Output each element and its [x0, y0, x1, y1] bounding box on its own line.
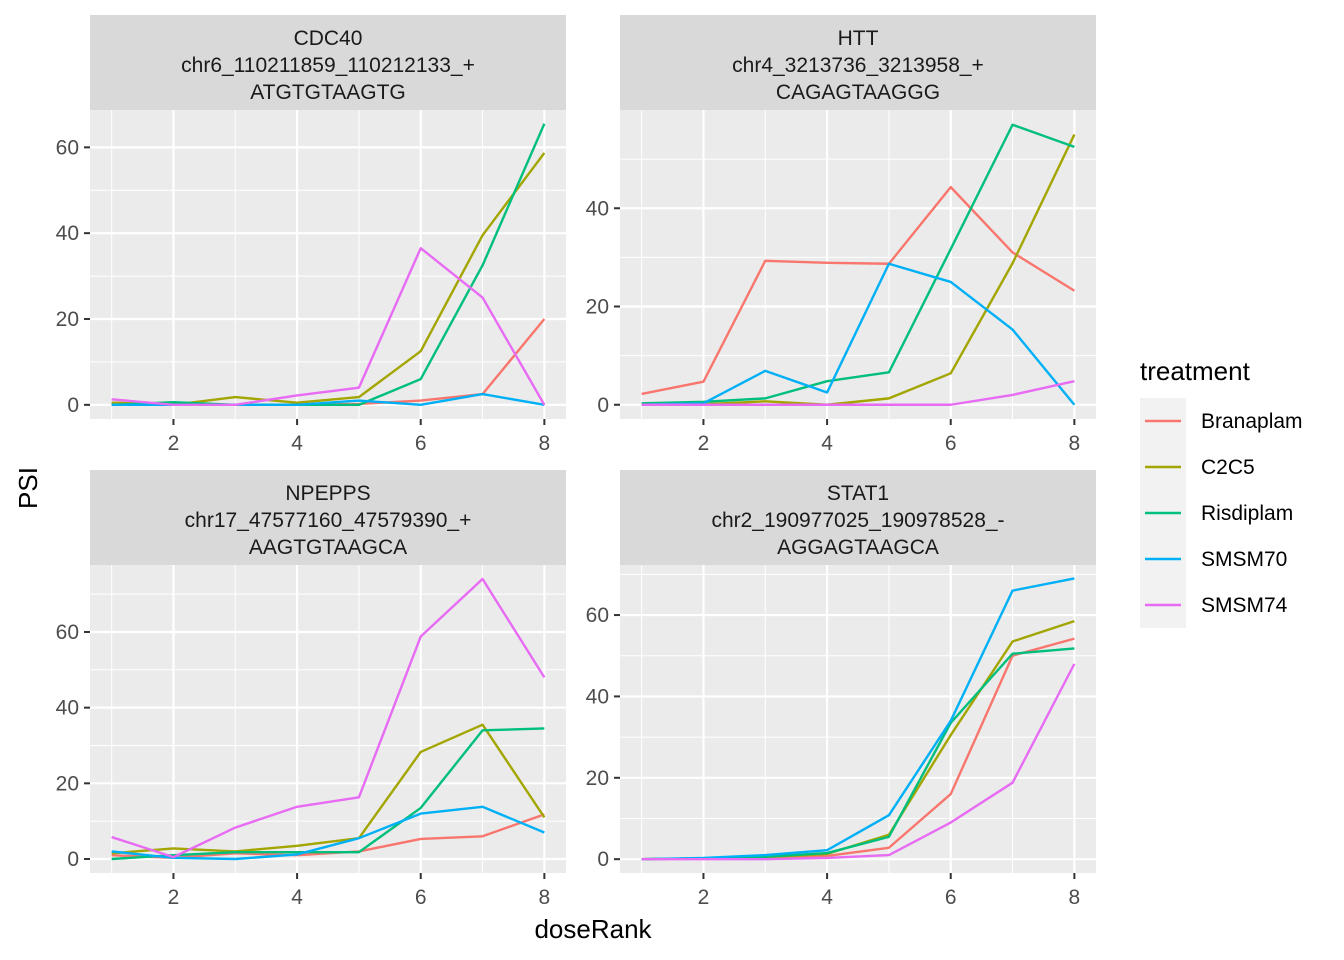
- panel-strip: [90, 470, 566, 565]
- panel-strip-sequence: AGGAGTAAGCA: [777, 536, 939, 559]
- y-tick-label: 60: [56, 136, 79, 159]
- panel-strip-coords: chr4_3213736_3213958_+: [732, 54, 984, 77]
- panel-background: [620, 110, 1096, 419]
- legend-label-c2c5: C2C5: [1201, 456, 1255, 479]
- panel-strip-gene: CDC40: [294, 27, 363, 50]
- panel-strip-gene: STAT1: [827, 482, 889, 505]
- panel-background: [90, 565, 566, 873]
- legend-title: treatment: [1140, 356, 1251, 386]
- y-tick-label: 40: [56, 697, 79, 720]
- panel-strip: [90, 15, 566, 110]
- legend: treatment Branaplam C2C5 Risdiplam SMSM70 SM…: [1140, 356, 1303, 628]
- legend-label-smsm70: SMSM70: [1201, 548, 1287, 571]
- series-line-smsm70: [641, 577, 1075, 861]
- x-tick-label: 4: [821, 886, 833, 909]
- panel-strip: [620, 470, 1096, 565]
- panel: NPEPPS chr17_47577160_47579390_+ AAGTGTAAG…: [56, 470, 566, 909]
- x-tick-label: 6: [415, 432, 427, 455]
- y-tick-label: 60: [56, 621, 79, 644]
- panel-background: [90, 110, 566, 419]
- panel-strip-sequence: CAGAGTAAGGG: [776, 81, 940, 104]
- panel-strip-sequence: AAGTGTAAGCA: [249, 536, 407, 559]
- y-tick-label: 0: [67, 394, 79, 417]
- y-axis-title: PSI: [13, 467, 43, 509]
- legend-label-branaplam: Branaplam: [1201, 410, 1303, 433]
- x-tick-label: 8: [1069, 886, 1081, 909]
- y-tick-label: 60: [586, 604, 609, 627]
- y-tick-label: 20: [56, 308, 79, 331]
- legend-label-risdiplam: Risdiplam: [1201, 502, 1293, 525]
- x-tick-label: 2: [698, 432, 710, 455]
- panel-strip-gene: NPEPPS: [285, 482, 370, 505]
- panel-strip-gene: HTT: [838, 27, 879, 50]
- y-tick-label: 0: [597, 848, 609, 871]
- y-tick-label: 0: [67, 848, 79, 871]
- x-axis-title: doseRank: [534, 914, 652, 944]
- y-tick-label: 40: [586, 197, 609, 220]
- panel: HTT chr4_3213736_3213958_+ CAGAGTAAGGG 2 4 6 8…: [586, 15, 1096, 455]
- series-line-risdiplam: [111, 727, 545, 861]
- series-line-smsm74: [641, 663, 1076, 861]
- y-tick-label: 40: [586, 685, 609, 708]
- x-tick-label: 4: [291, 432, 303, 455]
- panel-strip-coords: chr6_110211859_110212133_+: [181, 54, 475, 77]
- panel-strip-coords: chr2_190977025_190978528_-: [711, 509, 1004, 532]
- panel-strip-coords: chr17_47577160_47579390_+: [185, 509, 472, 532]
- series-line-smsm74: [641, 379, 1075, 406]
- panels: CDC40 chr6_110211859_110212133_+ ATGTGTAAG…: [56, 15, 1096, 909]
- series-line-smsm70: [641, 262, 1076, 406]
- series-line-risdiplam: [111, 123, 546, 407]
- y-tick-label: 20: [586, 296, 609, 319]
- x-tick-label: 8: [539, 886, 551, 909]
- legend-label-smsm74: SMSM74: [1201, 594, 1288, 617]
- x-tick-label: 4: [291, 886, 303, 909]
- series-line-smsm74: [111, 577, 546, 859]
- panel: STAT1 chr2_190977025_190978528_- AGGAGTAAG…: [586, 470, 1096, 909]
- x-tick-label: 8: [1069, 432, 1081, 455]
- y-tick-label: 20: [56, 772, 79, 795]
- x-tick-label: 2: [168, 886, 180, 909]
- series-line-smsm74: [111, 246, 546, 407]
- y-tick-label: 40: [56, 222, 79, 245]
- panel-strip: [620, 15, 1096, 110]
- x-tick-label: 2: [698, 886, 710, 909]
- x-tick-label: 6: [945, 886, 957, 909]
- y-tick-label: 20: [586, 767, 609, 790]
- panel: CDC40 chr6_110211859_110212133_+ ATGTGTAAG…: [56, 15, 566, 455]
- x-tick-label: 8: [539, 432, 551, 455]
- series-line-branaplam: [641, 185, 1075, 396]
- x-tick-label: 6: [415, 886, 427, 909]
- x-tick-label: 6: [945, 432, 957, 455]
- x-tick-label: 4: [821, 432, 833, 455]
- y-tick-label: 0: [597, 394, 609, 417]
- series-line-c2c5: [111, 723, 546, 855]
- series-line-smsm70: [111, 805, 545, 861]
- x-tick-label: 2: [168, 432, 180, 455]
- panel-strip-sequence: ATGTGTAAGTG: [250, 81, 406, 104]
- panel-background: [620, 565, 1096, 873]
- series-line-risdiplam: [641, 123, 1075, 405]
